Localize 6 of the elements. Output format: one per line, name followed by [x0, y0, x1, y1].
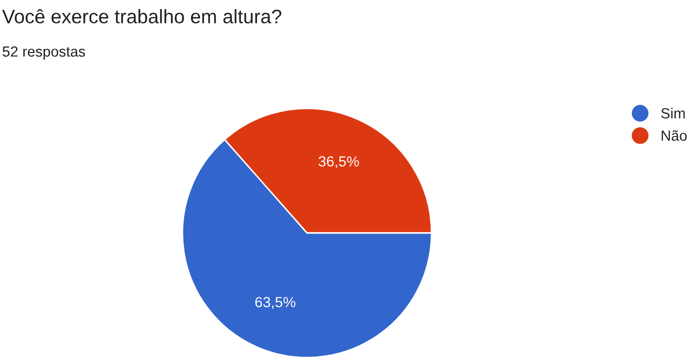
chart-title: Você exerce trabalho em altura?	[2, 9, 282, 24]
text: 52 respostas	[2, 46, 86, 60]
legend-label: Não	[662, 130, 687, 141]
data-label: 36,5%	[318, 156, 359, 168]
legend-label: Sim	[661, 108, 685, 118]
data-label: 63,5%	[255, 296, 296, 309]
